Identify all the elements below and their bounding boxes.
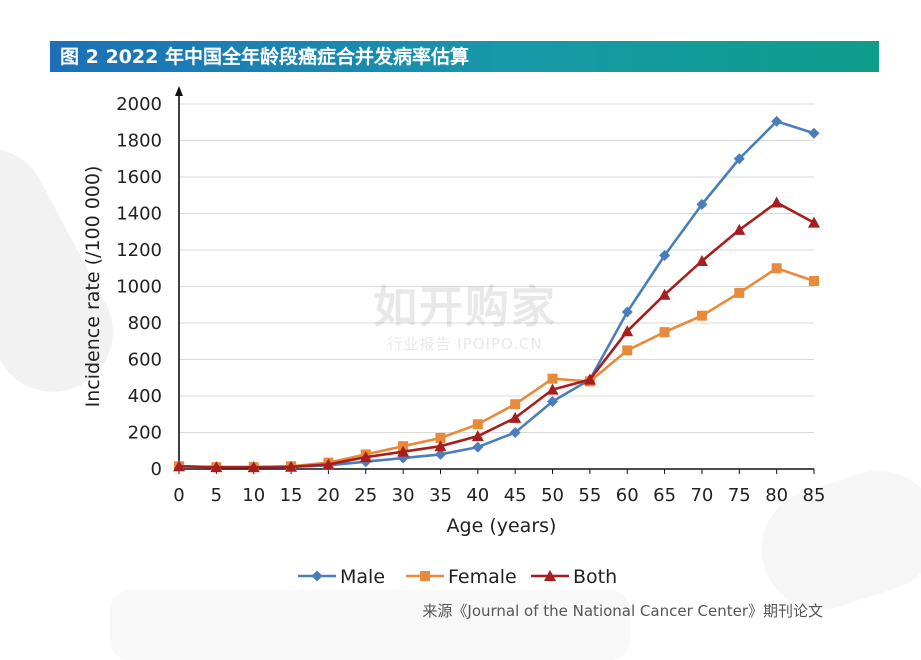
y-tick-label: 1600 — [116, 167, 162, 188]
data-point-both — [359, 451, 372, 463]
y-tick-label: 1000 — [116, 277, 162, 298]
x-axis-title: Age (years) — [447, 515, 557, 537]
figure-title: 图 2 2022 年中国全年龄段癌症合并发病率估算 — [60, 46, 469, 68]
data-point-both — [621, 325, 634, 337]
data-point-male — [659, 249, 671, 261]
y-tick-label: 1400 — [116, 204, 162, 225]
data-point-male — [547, 395, 559, 407]
legend-label-both: Both — [573, 566, 617, 588]
y-axis-arrow — [175, 86, 183, 96]
data-point-both — [658, 288, 671, 300]
x-tick-label: 5 — [211, 485, 222, 506]
data-point-both — [509, 411, 522, 423]
x-tick-label: 35 — [429, 485, 452, 506]
data-point-both — [583, 373, 596, 385]
legend-item-female: Female — [406, 566, 517, 588]
x-tick-label: 10 — [242, 485, 265, 506]
legend-marker-male — [311, 570, 323, 582]
data-point-male — [621, 306, 633, 318]
x-tick-label: 25 — [354, 485, 377, 506]
x-tick-label: 0 — [173, 485, 184, 506]
data-point-both — [546, 383, 559, 395]
data-point-female — [696, 310, 707, 321]
watermark-subtext: 行业报告 IPOIPO.CN — [387, 335, 543, 353]
data-point-male — [696, 198, 708, 210]
watermark: 如开购家 行业报告 IPOIPO.CN — [350, 282, 580, 362]
y-tick-label: 600 — [128, 350, 162, 371]
data-point-female — [510, 399, 521, 410]
series-lines — [173, 115, 820, 473]
data-point-both — [285, 460, 298, 472]
title-bar — [50, 41, 879, 72]
y-tick-label: 2000 — [116, 94, 162, 115]
x-tick-label: 60 — [616, 485, 639, 506]
data-point-both — [247, 461, 260, 473]
legend-item-male: Male — [298, 566, 385, 588]
series-line-both — [178, 201, 815, 469]
legend-label-female: Female — [448, 566, 517, 588]
series-both — [173, 196, 820, 473]
x-tick-label: 15 — [280, 485, 303, 506]
data-point-male — [808, 127, 820, 139]
y-tick-label: 200 — [128, 423, 162, 444]
legend: Male Female Both — [298, 566, 617, 588]
legend-item-both: Both — [531, 566, 617, 588]
y-axis-title: Incidence rate (/100 000) — [82, 166, 104, 408]
data-point-both — [471, 430, 484, 442]
x-tick-label: 55 — [578, 485, 601, 506]
data-point-male — [472, 441, 484, 453]
data-point-female — [472, 419, 483, 430]
data-point-female — [734, 287, 745, 298]
x-tick-label: 20 — [317, 485, 340, 506]
y-tick-label: 400 — [128, 386, 162, 407]
grid-lines — [179, 103, 814, 433]
legend-marker-female — [420, 571, 430, 581]
data-point-female — [622, 345, 633, 356]
y-tick-label: 800 — [128, 313, 162, 334]
data-point-female — [771, 263, 782, 274]
data-point-both — [695, 254, 708, 266]
legend-label-male: Male — [340, 566, 385, 588]
x-tick-label: 40 — [466, 485, 489, 506]
data-point-both — [434, 440, 447, 452]
data-point-both — [770, 196, 783, 208]
data-point-both — [733, 223, 746, 235]
source-note: 来源《Journal of the National Cancer Center… — [422, 602, 823, 620]
data-point-both — [173, 460, 185, 472]
data-point-both — [808, 216, 820, 228]
x-tick-label: 30 — [392, 485, 415, 506]
watermark-logo-text: 如开购家 — [373, 282, 557, 333]
x-tick-label: 70 — [690, 485, 713, 506]
data-point-both — [322, 458, 335, 470]
data-point-female — [809, 276, 819, 287]
x-tick-label: 85 — [803, 485, 826, 506]
data-point-both — [210, 461, 223, 473]
data-point-female — [547, 373, 558, 384]
x-tick-label: 65 — [653, 485, 676, 506]
data-point-male — [434, 448, 446, 460]
data-point-female — [435, 432, 446, 443]
data-point-female — [659, 327, 670, 338]
y-tick-label: 1800 — [116, 131, 162, 152]
x-tick-label: 50 — [541, 485, 564, 506]
data-point-male — [733, 153, 745, 165]
x-tick-label: 80 — [765, 485, 788, 506]
legend-marker-both — [544, 570, 556, 581]
data-point-both — [397, 445, 410, 457]
data-point-male — [771, 115, 783, 127]
x-tick-label: 45 — [504, 485, 527, 506]
y-tick-label: 0 — [151, 459, 162, 480]
x-tick-label: 75 — [728, 485, 751, 506]
y-tick-label: 1200 — [116, 240, 162, 261]
data-point-male — [509, 427, 521, 438]
